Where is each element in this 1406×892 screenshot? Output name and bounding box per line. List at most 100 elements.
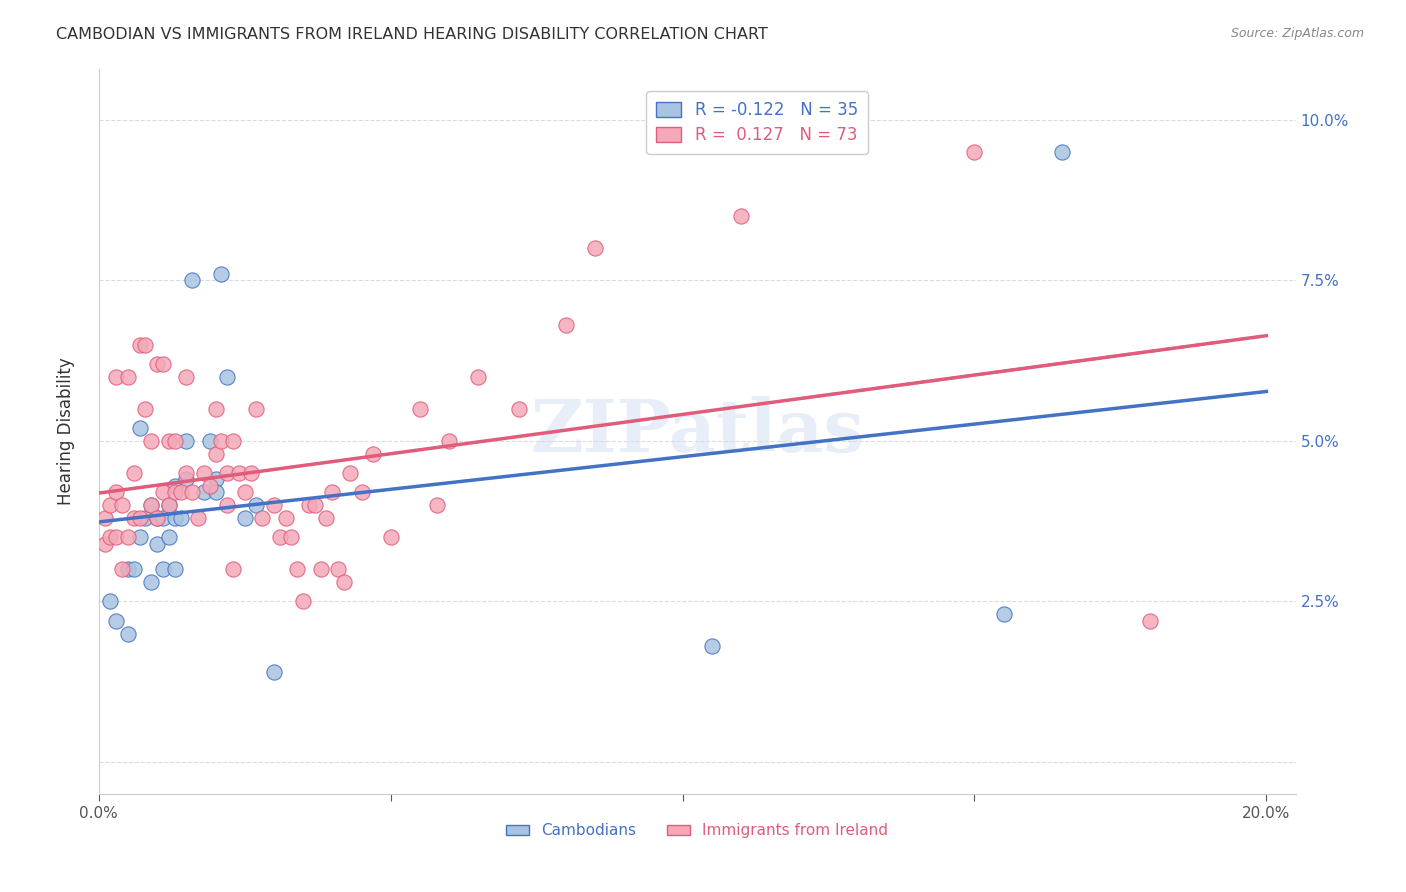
Point <box>105 530 128 544</box>
Point <box>333 575 356 590</box>
Point <box>122 562 145 576</box>
Legend: Cambodians, Immigrants from Ireland: Cambodians, Immigrants from Ireland <box>501 817 894 845</box>
Point <box>1050 145 1073 159</box>
Point <box>1139 614 1161 628</box>
Point <box>315 511 337 525</box>
Point <box>128 421 150 435</box>
Point <box>157 498 180 512</box>
Point <box>361 447 384 461</box>
Point <box>298 498 321 512</box>
Point <box>157 530 180 544</box>
Point <box>163 511 186 525</box>
Point <box>204 485 226 500</box>
Point <box>181 273 204 287</box>
Point <box>163 479 186 493</box>
Point <box>252 511 274 525</box>
Point <box>152 485 174 500</box>
Point <box>222 562 245 576</box>
Point <box>467 369 489 384</box>
Point <box>285 562 308 576</box>
Point <box>554 318 576 333</box>
Point <box>426 498 449 512</box>
Point <box>141 575 163 590</box>
Point <box>128 530 150 544</box>
Point <box>176 434 198 448</box>
Point <box>217 466 239 480</box>
Point <box>141 498 163 512</box>
Point <box>105 614 128 628</box>
Point <box>134 511 156 525</box>
Point <box>437 434 460 448</box>
Point <box>146 511 169 525</box>
Point <box>141 434 163 448</box>
Point <box>309 562 332 576</box>
Point <box>100 498 122 512</box>
Point <box>263 665 285 679</box>
Point <box>198 479 221 493</box>
Point <box>730 209 752 223</box>
Point <box>217 369 239 384</box>
Point <box>105 369 128 384</box>
Point <box>233 485 256 500</box>
Point <box>105 485 128 500</box>
Point <box>163 434 186 448</box>
Point <box>228 466 250 480</box>
Point <box>117 626 139 640</box>
Point <box>350 485 373 500</box>
Point <box>292 594 315 608</box>
Point <box>122 511 145 525</box>
Point <box>239 466 262 480</box>
Point <box>269 530 291 544</box>
Point <box>152 562 174 576</box>
Point <box>128 337 150 351</box>
Point <box>274 511 297 525</box>
Point <box>245 401 267 416</box>
Point <box>263 498 285 512</box>
Point <box>111 562 134 576</box>
Point <box>204 447 226 461</box>
Text: ZIPatlas: ZIPatlas <box>530 396 865 467</box>
Point <box>128 511 150 525</box>
Point <box>111 498 134 512</box>
Point <box>117 562 139 576</box>
Point <box>409 401 432 416</box>
Point <box>122 466 145 480</box>
Point <box>163 485 186 500</box>
Text: CAMBODIAN VS IMMIGRANTS FROM IRELAND HEARING DISABILITY CORRELATION CHART: CAMBODIAN VS IMMIGRANTS FROM IRELAND HEA… <box>56 27 768 42</box>
Point <box>700 640 723 654</box>
Point <box>181 485 204 500</box>
Point <box>222 434 245 448</box>
Y-axis label: Hearing Disability: Hearing Disability <box>58 358 75 505</box>
Text: Source: ZipAtlas.com: Source: ZipAtlas.com <box>1230 27 1364 40</box>
Point <box>117 369 139 384</box>
Point <box>217 498 239 512</box>
Point <box>169 511 191 525</box>
Point <box>117 530 139 544</box>
Point <box>100 530 122 544</box>
Point <box>141 498 163 512</box>
Point <box>93 511 115 525</box>
Point <box>152 357 174 371</box>
Point <box>198 434 221 448</box>
Point <box>380 530 402 544</box>
Point <box>321 485 343 500</box>
Point <box>163 562 186 576</box>
Point <box>176 466 198 480</box>
Point <box>193 466 215 480</box>
Point <box>134 337 156 351</box>
Point <box>339 466 361 480</box>
Point <box>187 511 209 525</box>
Point <box>146 357 169 371</box>
Point <box>508 401 530 416</box>
Point <box>176 369 198 384</box>
Point <box>233 511 256 525</box>
Point <box>304 498 326 512</box>
Point <box>583 241 606 255</box>
Point <box>209 267 232 281</box>
Point <box>93 536 115 550</box>
Point <box>146 536 169 550</box>
Point <box>157 434 180 448</box>
Point <box>134 401 156 416</box>
Point <box>963 145 986 159</box>
Point <box>280 530 302 544</box>
